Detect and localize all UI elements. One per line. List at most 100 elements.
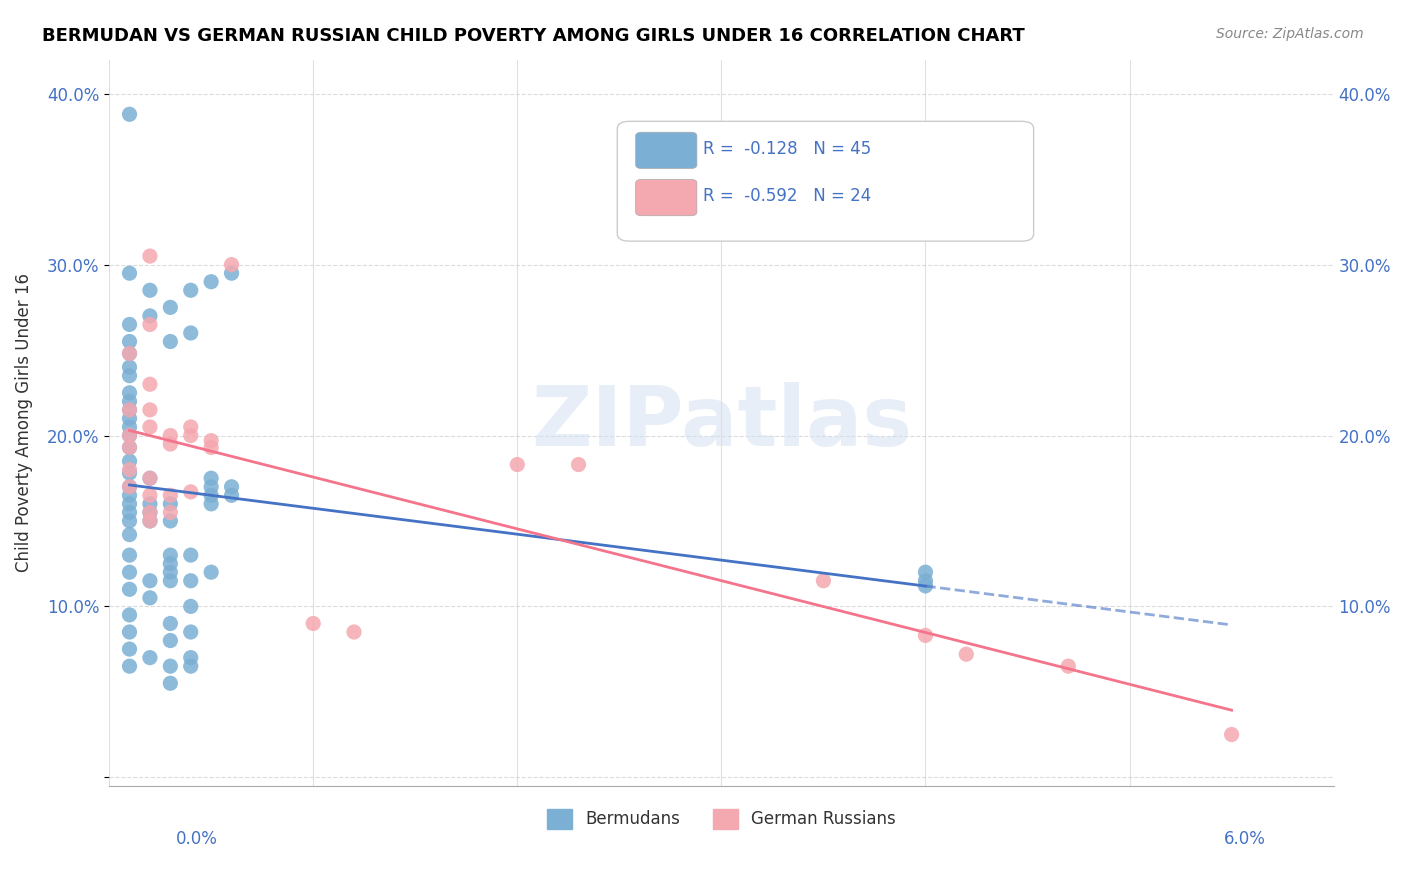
Point [159, 437, 181, 451]
Point [159, 616, 181, 631]
Point [118, 659, 141, 673]
Point [139, 505, 162, 519]
Point [118, 385, 141, 400]
Point [118, 505, 141, 519]
Point [1057, 659, 1080, 673]
Point [180, 326, 202, 340]
FancyBboxPatch shape [636, 179, 697, 216]
Point [118, 420, 141, 434]
Point [118, 428, 141, 442]
Point [159, 301, 181, 315]
Point [914, 565, 936, 579]
Point [118, 642, 141, 657]
Point [200, 565, 222, 579]
Point [118, 480, 141, 494]
Point [139, 497, 162, 511]
Point [139, 283, 162, 297]
Point [180, 283, 202, 297]
Point [118, 514, 141, 528]
Point [302, 616, 325, 631]
Text: R =  -0.592   N = 24: R = -0.592 N = 24 [703, 187, 872, 205]
Point [159, 514, 181, 528]
Text: Source: ZipAtlas.com: Source: ZipAtlas.com [1216, 27, 1364, 41]
Point [118, 394, 141, 409]
Point [159, 505, 181, 519]
Point [118, 368, 141, 383]
Point [221, 480, 243, 494]
Point [118, 582, 141, 597]
Point [118, 466, 141, 480]
Point [159, 497, 181, 511]
Point [139, 471, 162, 485]
Point [813, 574, 835, 588]
Point [118, 441, 141, 455]
Point [118, 428, 141, 442]
Point [180, 659, 202, 673]
Point [118, 266, 141, 280]
Point [139, 514, 162, 528]
Point [180, 428, 202, 442]
Point [159, 428, 181, 442]
Point [118, 565, 141, 579]
Point [180, 548, 202, 562]
Point [200, 434, 222, 448]
Point [200, 497, 222, 511]
Point [221, 258, 243, 272]
Point [221, 266, 243, 280]
Point [118, 334, 141, 349]
Point [139, 591, 162, 605]
Point [118, 346, 141, 360]
Point [180, 574, 202, 588]
Point [159, 548, 181, 562]
Point [118, 441, 141, 455]
Text: BERMUDAN VS GERMAN RUSSIAN CHILD POVERTY AMONG GIRLS UNDER 16 CORRELATION CHART: BERMUDAN VS GERMAN RUSSIAN CHILD POVERTY… [42, 27, 1025, 45]
Point [118, 488, 141, 502]
Point [200, 480, 222, 494]
Point [139, 574, 162, 588]
Point [139, 309, 162, 323]
Point [180, 484, 202, 499]
Point [159, 574, 181, 588]
Point [118, 463, 141, 477]
Point [343, 625, 366, 640]
Point [118, 480, 141, 494]
Text: 6.0%: 6.0% [1223, 830, 1265, 847]
FancyBboxPatch shape [636, 132, 697, 169]
Point [914, 574, 936, 588]
Point [139, 488, 162, 502]
Point [139, 471, 162, 485]
Point [118, 403, 141, 417]
Point [159, 488, 181, 502]
Point [200, 275, 222, 289]
Point [118, 497, 141, 511]
Point [159, 565, 181, 579]
Point [118, 360, 141, 375]
Point [955, 647, 977, 661]
Point [139, 420, 162, 434]
Point [118, 454, 141, 468]
Point [180, 599, 202, 614]
Point [139, 377, 162, 392]
Text: 0.0%: 0.0% [176, 830, 218, 847]
Text: ZIPatlas: ZIPatlas [531, 382, 912, 463]
Point [159, 557, 181, 571]
Point [139, 249, 162, 263]
Point [159, 659, 181, 673]
Point [1220, 727, 1243, 741]
Point [118, 318, 141, 332]
Point [180, 420, 202, 434]
Point [118, 411, 141, 425]
Point [200, 488, 222, 502]
Point [180, 625, 202, 640]
Point [159, 334, 181, 349]
Point [118, 548, 141, 562]
Point [567, 458, 589, 472]
Point [118, 107, 141, 121]
Y-axis label: Child Poverty Among Girls Under 16: Child Poverty Among Girls Under 16 [15, 273, 32, 572]
FancyBboxPatch shape [617, 121, 1033, 241]
Point [159, 676, 181, 690]
Point [221, 488, 243, 502]
Point [914, 579, 936, 593]
Point [118, 607, 141, 622]
Point [118, 527, 141, 541]
